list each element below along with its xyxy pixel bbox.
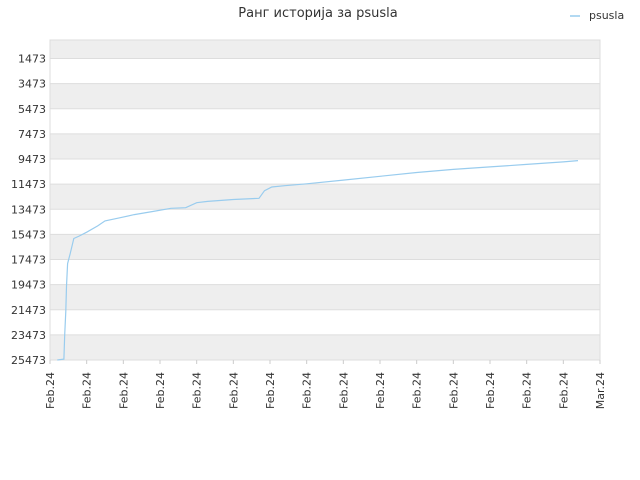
y-tick-label: 17473 <box>11 254 46 267</box>
plot-band <box>50 159 600 185</box>
x-tick-label: Feb.24 <box>557 372 570 409</box>
x-tick-label: Feb.24 <box>264 372 277 409</box>
y-tick-label: 3473 <box>18 78 46 91</box>
plot-band <box>50 133 600 160</box>
plot-band <box>50 209 600 235</box>
y-tick-label: 7473 <box>18 128 46 141</box>
x-tick-label: Feb.24 <box>154 372 167 409</box>
plot-band <box>50 184 600 210</box>
x-tick-label: Feb.24 <box>191 372 204 409</box>
y-tick-label: 23473 <box>11 329 46 342</box>
y-tick-label: 13473 <box>11 203 46 216</box>
plot-band <box>50 334 600 360</box>
y-tick-label: 25473 <box>11 354 46 367</box>
chart-title: Ранг историја за psusla <box>238 6 397 21</box>
x-axis: Feb.24 Feb.24 Feb.24 Feb.24 Feb.24 Feb.24 Feb.… <box>44 360 607 409</box>
x-tick-label: Feb.24 <box>44 372 57 409</box>
plot-band <box>50 259 600 285</box>
y-tick-label: 15473 <box>11 228 46 241</box>
plot-band <box>50 58 600 84</box>
plot-band <box>50 83 600 109</box>
y-tick-label: 5473 <box>18 103 46 116</box>
plot-background-bands <box>50 40 600 360</box>
x-tick-label: Feb.24 <box>447 372 460 409</box>
chart-legend: psusla <box>570 9 624 22</box>
x-tick-label: Feb.24 <box>117 372 130 409</box>
x-tick-label: Feb.24 <box>337 372 350 409</box>
series-line-psusla <box>57 160 579 361</box>
y-tick-label: 19473 <box>11 279 46 292</box>
series-area <box>57 160 579 361</box>
y-tick-label: 9473 <box>18 153 46 166</box>
y-tick-label: 11473 <box>11 178 46 191</box>
x-tick-label: Feb.24 <box>521 372 534 409</box>
y-axis: 1473 3473 5473 7473 9473 11473 13473 15473 17473… <box>11 53 46 367</box>
gridlines <box>49 39 601 361</box>
x-tick-label: Mar.24 <box>594 372 607 409</box>
plot-band <box>50 234 600 260</box>
plot-band <box>50 108 600 134</box>
plot-border <box>49 39 601 361</box>
x-tick-label: Feb.24 <box>81 372 94 409</box>
legend-label-psusla: psusla <box>589 9 624 22</box>
x-tick-label: Feb.24 <box>301 372 314 409</box>
x-tick-label: Feb.24 <box>227 372 240 409</box>
y-tick-label: 21473 <box>11 304 46 317</box>
x-tick-label: Feb.24 <box>374 372 387 409</box>
plot-band <box>50 309 600 335</box>
y-tick-label: 1473 <box>18 53 46 66</box>
plot-band <box>50 40 600 59</box>
x-tick-label: Feb.24 <box>484 372 497 409</box>
plot-band <box>50 284 600 310</box>
x-tick-label: Feb.24 <box>411 372 424 409</box>
